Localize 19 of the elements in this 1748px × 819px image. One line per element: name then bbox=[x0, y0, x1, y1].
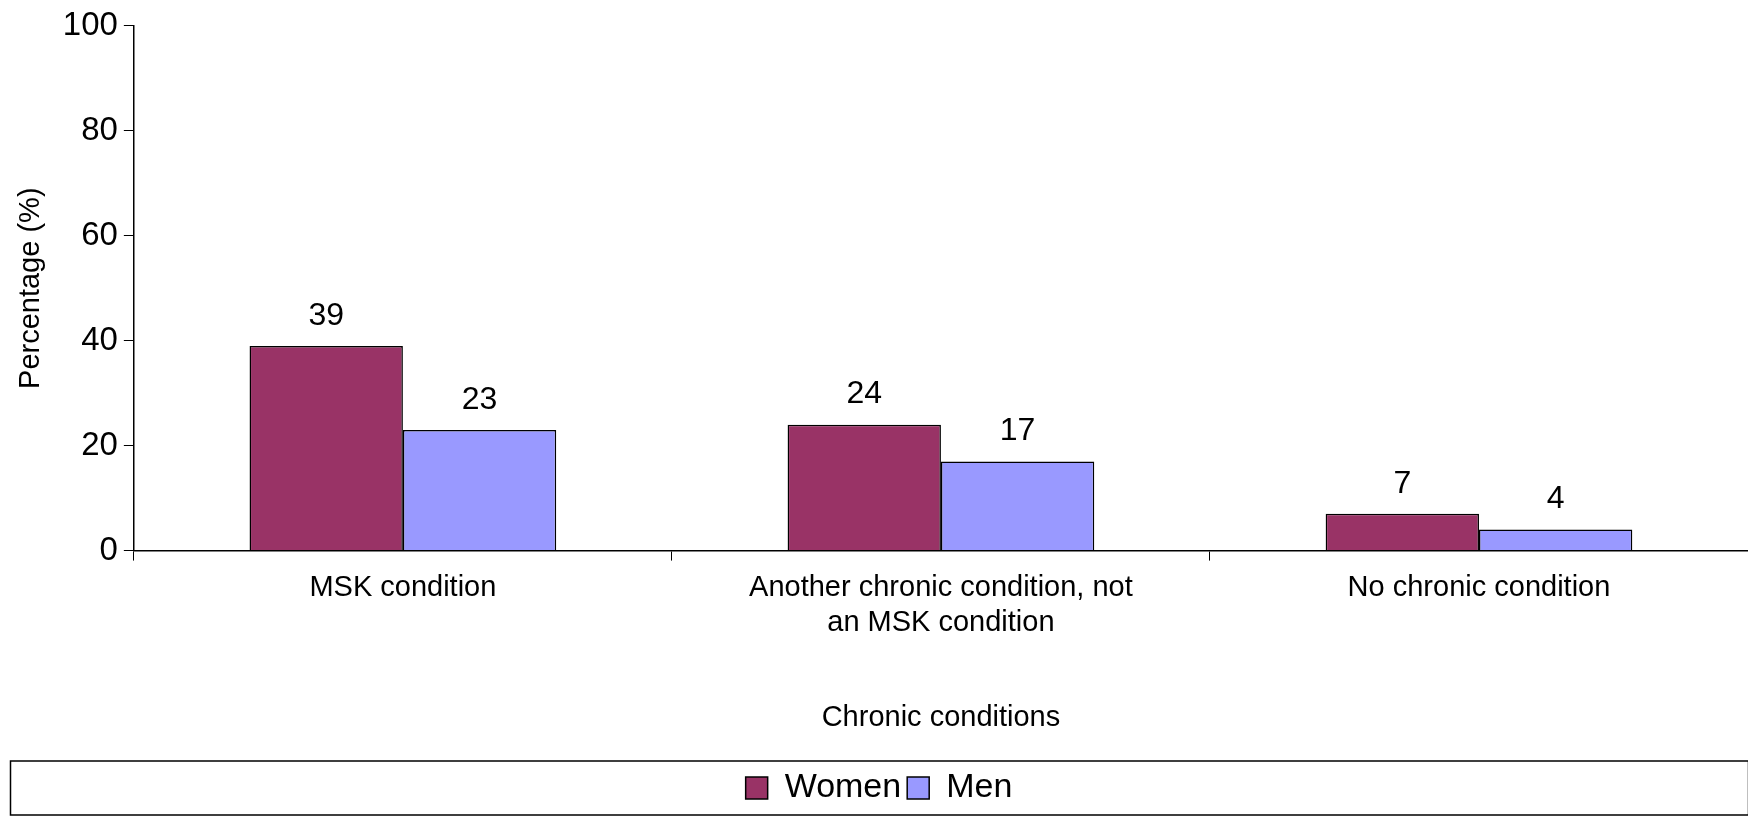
x-tick-label: Another chronic condition, not an MSK condition bbox=[749, 570, 1133, 637]
legend-label: Women bbox=[784, 766, 902, 805]
data-label: 39 bbox=[308, 295, 345, 332]
data-label: 17 bbox=[999, 411, 1036, 448]
legend-label: Men bbox=[946, 766, 1013, 805]
data-label: 4 bbox=[1546, 479, 1565, 516]
x-axis-title: Chronic conditions bbox=[821, 699, 1061, 732]
x-tick-label: MSK condition bbox=[309, 570, 497, 602]
y-tick-label: 60 bbox=[81, 214, 118, 252]
data-label: 23 bbox=[461, 379, 498, 416]
data-label: 24 bbox=[846, 374, 883, 411]
y-tick-label: 40 bbox=[81, 319, 118, 357]
y-tick-label: 80 bbox=[81, 109, 118, 147]
x-tick-label: No chronic condition bbox=[1347, 570, 1611, 602]
y-axis-title: Percentage (%) bbox=[13, 187, 46, 389]
data-label: 7 bbox=[1393, 463, 1412, 500]
y-tick-label: 100 bbox=[62, 4, 118, 42]
y-tick-label: 20 bbox=[81, 424, 118, 462]
y-tick-label: 0 bbox=[99, 529, 118, 567]
